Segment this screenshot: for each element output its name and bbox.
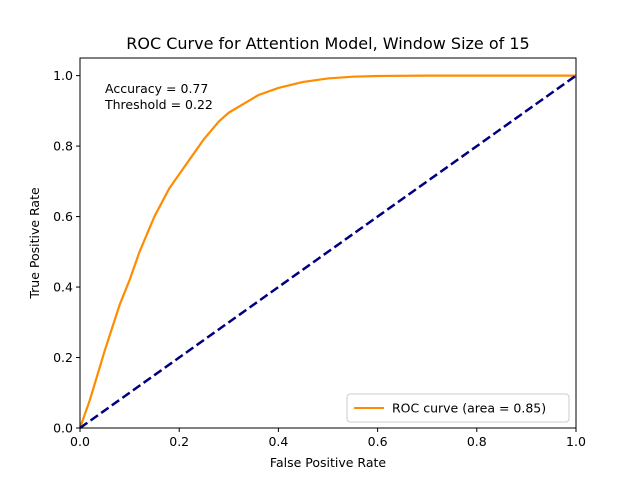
y-tick-label: 1.0 — [53, 68, 73, 83]
x-axis-label: False Positive Rate — [270, 455, 386, 470]
x-tick-label: 0.0 — [70, 434, 90, 449]
x-tick-label: 0.6 — [368, 434, 388, 449]
y-tick-label: 0.4 — [53, 280, 73, 295]
x-tick-label: 0.4 — [268, 434, 288, 449]
legend-box — [346, 393, 570, 423]
accuracy-annotation: Accuracy = 0.77 — [105, 81, 208, 96]
legend: ROC curve (area = 0.85) — [346, 393, 570, 423]
diagonal-reference-line — [79, 74, 577, 430]
y-axis-label: True Positive Rate — [27, 187, 42, 300]
roc-curve-line — [78, 74, 576, 429]
y-tick-label: 0.8 — [53, 139, 73, 154]
x-tick-label: 0.8 — [467, 434, 487, 449]
y-tick-label: 0.0 — [53, 421, 73, 436]
legend-label-roc: ROC curve (area = 0.85) — [392, 401, 546, 416]
plot-area — [78, 74, 577, 430]
y-tick-label: 0.6 — [53, 209, 73, 224]
plot-frame — [79, 57, 577, 429]
y-tick-label: 0.2 — [53, 350, 73, 365]
y-axis-ticks: 0.0 0.2 0.4 0.6 0.8 1.0 — [53, 68, 80, 436]
threshold-annotation: Threshold = 0.22 — [104, 97, 213, 112]
x-axis-ticks: 0.0 0.2 0.4 0.6 0.8 1.0 — [70, 428, 586, 449]
x-tick-label: 0.2 — [169, 434, 189, 449]
chart-title: ROC Curve for Attention Model, Window Si… — [126, 34, 529, 53]
x-tick-label: 1.0 — [566, 434, 586, 449]
